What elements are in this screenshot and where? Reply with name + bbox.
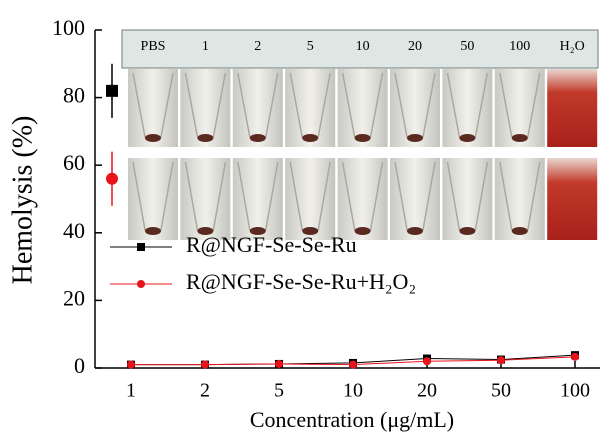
x-tick-label: 100 [560, 380, 590, 402]
y-tick-label: 80 [63, 83, 85, 108]
data-point [127, 360, 135, 369]
tube-photo [547, 158, 598, 240]
data-point [497, 356, 505, 365]
data-point [571, 352, 579, 361]
sediment [459, 134, 476, 142]
sediment [145, 227, 161, 235]
y-tick-label: 40 [63, 218, 85, 243]
x-tick-label: 10 [343, 380, 363, 402]
sediment [197, 134, 214, 142]
x-axis-title: Concentration (μg/mL) [250, 407, 454, 432]
data-point [423, 357, 431, 366]
x-tick-label: 1 [126, 380, 136, 402]
tube-photo [285, 158, 336, 240]
y-axis-title: Hemolysis (%) [7, 116, 38, 285]
data-point [275, 359, 283, 368]
control-point [106, 172, 118, 185]
inset-label: H₂O [560, 39, 585, 54]
tube-photo [547, 69, 598, 147]
y-tick-label: 20 [63, 285, 85, 310]
x-tick-label: 5 [274, 380, 284, 402]
inset-label: PBS [141, 39, 166, 54]
inset-label: 5 [307, 39, 314, 54]
y-tick-label: 100 [52, 15, 85, 40]
sediment [302, 134, 319, 142]
inset-label: 2 [254, 39, 261, 54]
sediment [459, 227, 476, 235]
tube-photo [180, 158, 231, 240]
sediment [354, 134, 371, 142]
sediment [249, 134, 266, 142]
x-tick-label: 50 [491, 380, 511, 402]
tube-photo [232, 158, 283, 240]
tube-photo [128, 158, 178, 240]
control-point [106, 84, 118, 97]
inset-header [121, 29, 599, 69]
sediment [407, 227, 423, 235]
legend-marker [137, 280, 145, 288]
data-point [349, 360, 357, 369]
inset-label: 100 [509, 39, 530, 54]
x-tick-label: 2 [200, 380, 210, 402]
tube-photo [494, 158, 545, 240]
y-tick-label: 60 [63, 150, 85, 175]
inset-label: 20 [408, 39, 422, 54]
sediment [249, 227, 266, 235]
sediment [197, 227, 214, 235]
sediment [302, 227, 319, 235]
legend-label: R@NGF-Se-Se-Ru [186, 232, 357, 257]
x-tick-label: 20 [417, 380, 437, 402]
inset-label: 10 [356, 39, 370, 54]
inset-label: 1 [202, 39, 209, 54]
tube-photo [337, 158, 388, 240]
legend-marker [137, 243, 145, 251]
tube-photo [442, 158, 493, 240]
y-tick-label: 0 [74, 353, 85, 378]
data-point [201, 360, 209, 369]
inset-label: 50 [460, 39, 474, 54]
sediment [354, 227, 371, 235]
sediment [511, 134, 528, 142]
tube-photo [390, 158, 440, 240]
sediment [407, 134, 423, 142]
legend-label: R@NGF-Se-Se-Ru+H₂O₂ [186, 269, 416, 294]
sediment [145, 134, 161, 142]
sediment [511, 227, 528, 235]
